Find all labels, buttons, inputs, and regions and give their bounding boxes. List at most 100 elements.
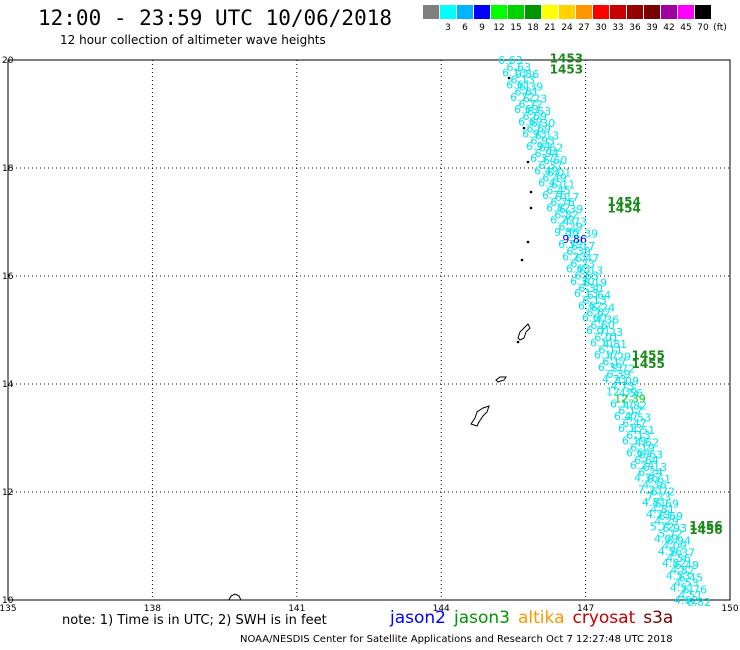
map-frame bbox=[7, 59, 731, 601]
swh-value-label: 9.86 bbox=[515, 68, 540, 81]
swh-value-label: 6.13 bbox=[582, 294, 607, 307]
swh-value-label: 4.36 bbox=[642, 478, 667, 491]
legend-tick-label: 70 bbox=[697, 23, 709, 33]
latitude-tick-label: 12 bbox=[2, 488, 13, 498]
legend-tick-label: 24 bbox=[561, 23, 573, 33]
latitude-tick-label: 18 bbox=[2, 164, 14, 174]
swh-value-label: 6.17 bbox=[618, 405, 643, 418]
pass-number-label: 1455 bbox=[631, 349, 664, 363]
swh-value-label: 6.47 bbox=[575, 252, 600, 265]
swh-value-label: 7.23 bbox=[646, 491, 671, 504]
swh-value-label: 6.11 bbox=[598, 343, 623, 356]
legend-swatch bbox=[474, 5, 490, 19]
swh-value-label: 6.63 bbox=[506, 61, 531, 74]
swh-value-label: 12.39 bbox=[567, 228, 599, 241]
swh-value-label: 6.45 bbox=[538, 177, 563, 190]
swh-value-label: 6.63 bbox=[574, 270, 599, 283]
swh-value-label: 4.09 bbox=[662, 540, 687, 553]
swh-value-label: 6.01 bbox=[586, 324, 611, 337]
longitude-tick-label: 141 bbox=[288, 604, 305, 614]
legend-swatch bbox=[610, 5, 626, 19]
swh-value-label: 6.37 bbox=[530, 152, 555, 165]
swh-value-label: 6.82 bbox=[687, 596, 712, 609]
swh-value-label: 6.13 bbox=[535, 129, 560, 142]
swh-value-label: 6.69 bbox=[514, 103, 539, 116]
swh-value-label: 4.56 bbox=[619, 387, 644, 400]
swh-value-label: 6.17 bbox=[571, 240, 596, 253]
small-island-dot bbox=[526, 160, 530, 164]
legend-swatch bbox=[440, 5, 456, 19]
swh-value-label: 6.23 bbox=[523, 93, 548, 106]
swh-value-label: 5.72 bbox=[611, 363, 636, 376]
swh-value-label: 6.49 bbox=[675, 559, 700, 572]
swh-value-label: 6.76 bbox=[683, 584, 708, 597]
swh-value-label: 6.39 bbox=[559, 203, 584, 216]
swh-value-label: 4.56 bbox=[666, 552, 691, 565]
swh-value-label: 6.37 bbox=[538, 159, 563, 172]
swh-value-label: 4.81 bbox=[642, 496, 667, 509]
small-island-dot bbox=[529, 206, 533, 210]
swh-value-label: 4.81 bbox=[603, 338, 628, 351]
legend-tick-label: 39 bbox=[646, 23, 658, 33]
swh-value-label: 4.53 bbox=[674, 577, 699, 590]
swh-value-label: 6.17 bbox=[610, 398, 635, 411]
swh-value-label: 4.51 bbox=[678, 589, 703, 602]
swh-value-label: 6.64 bbox=[587, 289, 612, 302]
swh-value-label: 6.39 bbox=[598, 361, 623, 374]
map-title: 12:00 - 23:59 UTC 10/06/2018 bbox=[38, 6, 393, 30]
swh-value-label: 4.82 bbox=[662, 557, 687, 570]
swh-value-label: 4.82 bbox=[670, 564, 695, 577]
small-island-dot bbox=[507, 76, 511, 80]
swh-value-label: 6.13 bbox=[502, 66, 526, 79]
swh-value-label: 6.61 bbox=[514, 86, 539, 99]
legend-swatch bbox=[627, 5, 643, 19]
legend-swatch bbox=[576, 5, 592, 19]
legend-swatch bbox=[593, 5, 609, 19]
swh-value-label: 6.64 bbox=[626, 447, 651, 460]
swh-value-label: 6.47 bbox=[622, 417, 647, 430]
swh-value-label: 6.76 bbox=[550, 196, 575, 209]
swh-value-label: 7.23 bbox=[599, 326, 624, 339]
swh-value-label: 6.63 bbox=[498, 54, 523, 67]
swh-value-label: 6.94 bbox=[534, 147, 559, 160]
swh-value-label: 6.94 bbox=[526, 140, 551, 153]
swh-value-label: 4.73 bbox=[610, 380, 635, 393]
small-island-dot bbox=[529, 190, 533, 194]
swh-value-label: 12.39 bbox=[606, 385, 638, 398]
pass-number-label: 1453 bbox=[550, 63, 583, 77]
swh-value-label: 6.24 bbox=[638, 466, 663, 479]
swh-value-label: 6.11 bbox=[551, 179, 576, 192]
latitude-tick-label: 16 bbox=[2, 272, 14, 282]
swh-value-label: 6.72 bbox=[651, 485, 676, 498]
swh-value-label: 6.39 bbox=[519, 80, 544, 93]
legend-tick-label: 18 bbox=[527, 23, 539, 33]
legend-tick-label: 33 bbox=[612, 23, 624, 33]
small-island-dot bbox=[526, 240, 530, 244]
swh-value-label: 6.82 bbox=[546, 201, 571, 214]
legend-swatch bbox=[508, 5, 524, 19]
swh-value-label: 6.93 bbox=[663, 522, 688, 535]
swh-value-label: 4.09 bbox=[615, 375, 640, 388]
swh-value-label: 6.19 bbox=[630, 442, 655, 455]
swh-value-label: 4.81 bbox=[650, 503, 675, 516]
swh-value-label: 6.93 bbox=[522, 128, 547, 141]
longitude-tick-label: 147 bbox=[577, 604, 594, 614]
legend-swatch bbox=[525, 5, 541, 19]
swh-value-label: 6.39 bbox=[566, 245, 591, 258]
legend-tick-label: 36 bbox=[629, 23, 641, 33]
latitude-tick-label: 14 bbox=[2, 380, 14, 390]
swh-value-label: 4.29 bbox=[607, 350, 632, 363]
swh-value-label: 6.62 bbox=[586, 307, 611, 320]
legend-swatch bbox=[423, 5, 439, 19]
swh-value-label: 6.13 bbox=[643, 461, 668, 474]
swh-value-label: 6.01 bbox=[594, 331, 619, 344]
swh-value-label: 6.60 bbox=[582, 312, 607, 325]
swh-value-label: 6.62 bbox=[539, 142, 564, 155]
swh-value-label: 4.53 bbox=[627, 412, 652, 425]
swh-value-label: 6.69 bbox=[522, 110, 547, 123]
swh-value-label: 4.51 bbox=[670, 582, 695, 595]
legend-tick-label: 15 bbox=[510, 23, 522, 33]
swh-value-label: 6.24 bbox=[630, 459, 655, 472]
swh-value-label: 6.13 bbox=[574, 287, 599, 300]
